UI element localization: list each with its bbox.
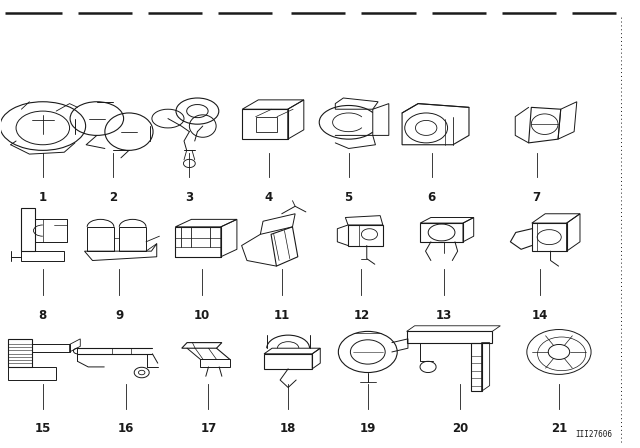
Text: 11: 11 (274, 309, 290, 322)
Text: 5: 5 (344, 190, 353, 203)
Text: 15: 15 (35, 422, 51, 435)
Text: 8: 8 (38, 309, 47, 322)
Text: 19: 19 (360, 422, 376, 435)
Text: 7: 7 (532, 190, 541, 203)
Text: 2: 2 (109, 190, 117, 203)
Text: 1: 1 (39, 190, 47, 203)
Text: 16: 16 (118, 422, 134, 435)
Text: 17: 17 (200, 422, 216, 435)
Text: III27606: III27606 (575, 430, 612, 439)
Text: 12: 12 (353, 309, 369, 322)
Text: 13: 13 (436, 309, 452, 322)
Text: 14: 14 (532, 309, 548, 322)
Text: 9: 9 (115, 309, 124, 322)
Text: 6: 6 (428, 190, 436, 203)
Text: 10: 10 (194, 309, 210, 322)
Text: 3: 3 (186, 190, 193, 203)
Text: 4: 4 (265, 190, 273, 203)
Text: 21: 21 (551, 422, 567, 435)
Text: 18: 18 (280, 422, 296, 435)
Text: 20: 20 (452, 422, 468, 435)
